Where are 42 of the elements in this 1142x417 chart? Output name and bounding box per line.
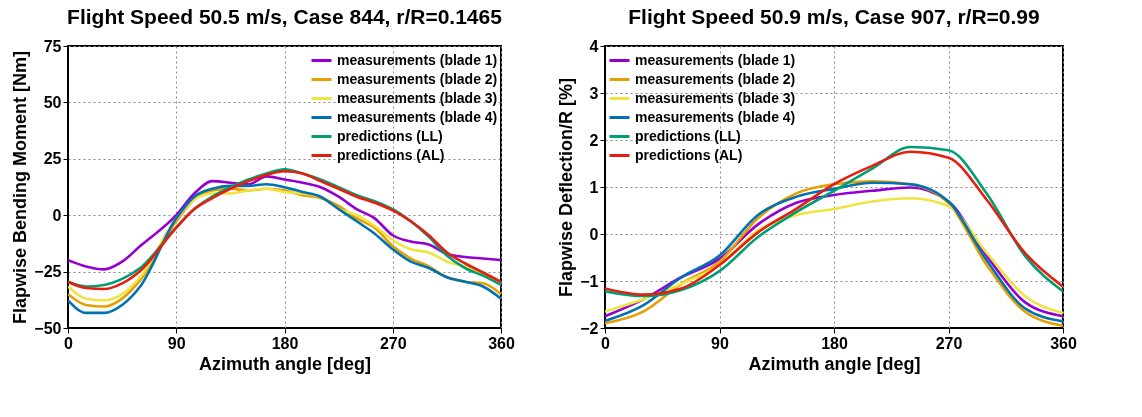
y-tick-label: 1 xyxy=(589,178,599,196)
x-tick-label: 180 xyxy=(271,334,299,352)
x-axis-title: Azimuth angle [deg] xyxy=(199,353,371,374)
x-tick-label: 270 xyxy=(935,334,963,352)
legend-label: measurements (blade 3) xyxy=(635,89,796,106)
legend-label: measurements (blade 3) xyxy=(337,89,498,106)
legend-label: measurements (blade 1) xyxy=(337,51,498,68)
y-tick-label: 75 xyxy=(43,37,62,55)
y-tick-label: 3 xyxy=(589,84,599,102)
x-tick-label: 0 xyxy=(601,334,611,352)
x-tick-label: 90 xyxy=(167,334,186,352)
chart-title: Flight Speed 50.9 m/s, Case 907, r/R=0.99 xyxy=(628,5,1040,28)
legend-label: measurements (blade 2) xyxy=(635,70,796,87)
y-tick-label: −1 xyxy=(580,272,599,290)
x-tick-label: 90 xyxy=(711,334,729,352)
y-tick-label: −2 xyxy=(580,319,599,337)
y-axis-title: Flapwise Bending Moment [Nm] xyxy=(10,50,31,325)
y-tick-label: 50 xyxy=(43,93,62,111)
x-tick-label: 0 xyxy=(64,334,74,352)
x-tick-label: 270 xyxy=(379,334,407,352)
legend-label: predictions (AL) xyxy=(635,146,743,163)
y-axis-title: Flapwise Deflection/R [%] xyxy=(556,77,577,298)
legend-label: measurements (blade 4) xyxy=(635,108,796,125)
chart-title: Flight Speed 50.5 m/s, Case 844, r/R=0.1465 xyxy=(67,5,503,28)
legend-label: measurements (blade 1) xyxy=(635,51,796,68)
legend-label: measurements (blade 4) xyxy=(337,108,498,125)
x-tick-label: 180 xyxy=(821,334,848,352)
y-tick-label: 25 xyxy=(43,150,62,168)
y-tick-label: −25 xyxy=(34,263,62,281)
y-tick-label: 2 xyxy=(589,131,599,149)
y-tick-label: 4 xyxy=(589,37,599,55)
x-tick-label: 360 xyxy=(488,334,515,352)
x-axis-title: Azimuth angle [deg] xyxy=(748,353,921,374)
legend-label: predictions (LL) xyxy=(337,127,443,144)
legend-label: predictions (AL) xyxy=(337,146,445,163)
y-tick-label: 0 xyxy=(52,206,62,224)
line-series xyxy=(68,175,501,271)
y-tick-label: −50 xyxy=(34,319,62,337)
legend-label: predictions (LL) xyxy=(635,127,741,144)
y-tick-label: 0 xyxy=(589,225,599,243)
x-tick-label: 360 xyxy=(1050,334,1077,352)
legend-label: measurements (blade 2) xyxy=(337,70,498,87)
